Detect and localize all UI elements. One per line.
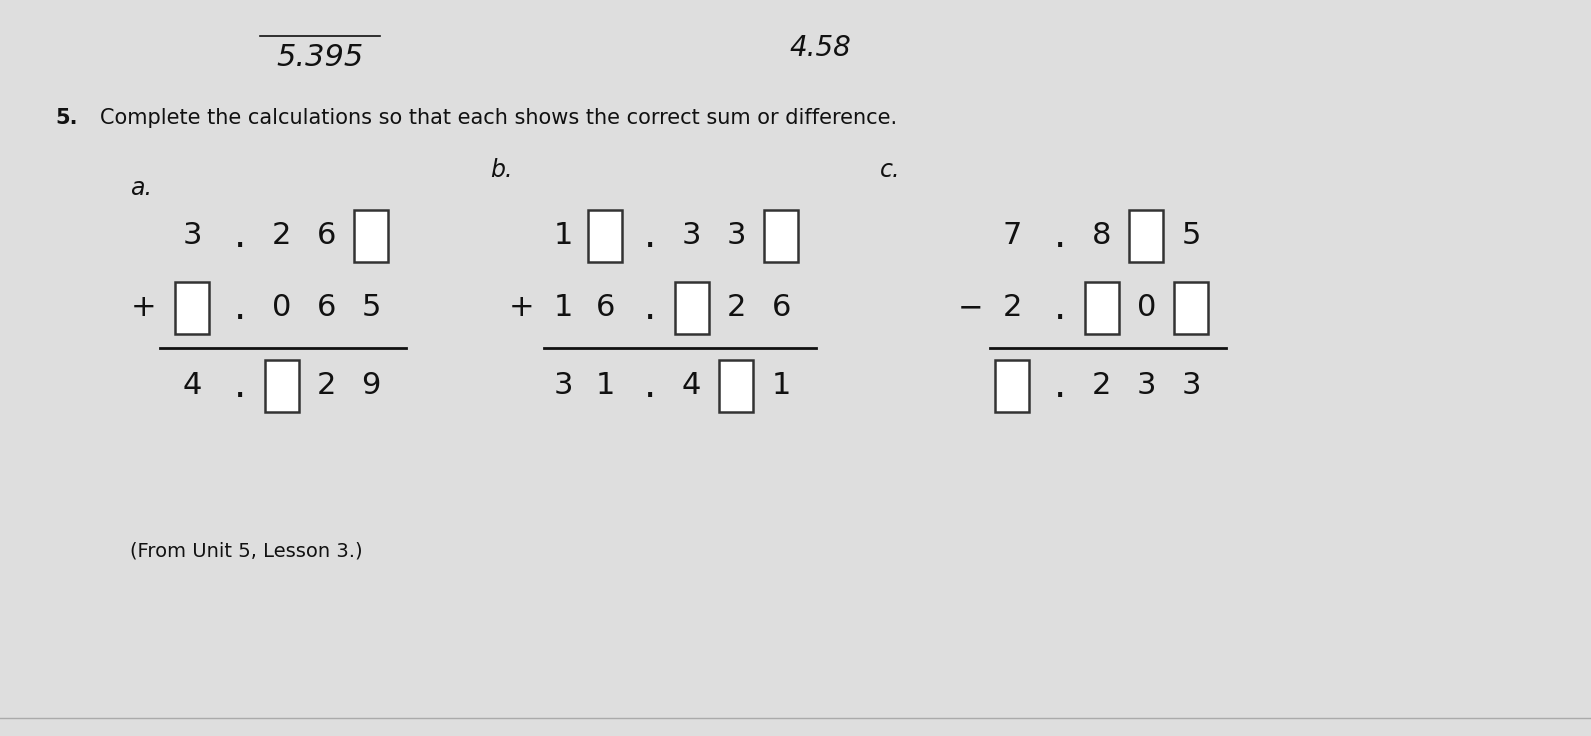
Text: .: . — [234, 289, 247, 327]
Text: a.: a. — [130, 176, 153, 200]
Text: 6: 6 — [317, 294, 336, 322]
Text: 5.395: 5.395 — [277, 43, 364, 73]
Text: .: . — [644, 289, 655, 327]
Text: 2: 2 — [1091, 372, 1111, 400]
Text: Complete the calculations so that each shows the correct sum or difference.: Complete the calculations so that each s… — [100, 108, 897, 128]
Text: 2: 2 — [1002, 294, 1021, 322]
Text: 2: 2 — [317, 372, 336, 400]
Text: +: + — [509, 294, 535, 322]
Text: 4.58: 4.58 — [789, 34, 851, 62]
Text: 4: 4 — [683, 372, 702, 400]
Text: 5: 5 — [1182, 222, 1201, 250]
Text: 6: 6 — [595, 294, 614, 322]
Text: .: . — [1053, 217, 1066, 255]
FancyBboxPatch shape — [1085, 282, 1118, 334]
FancyBboxPatch shape — [675, 282, 708, 334]
Text: b.: b. — [490, 158, 512, 182]
FancyBboxPatch shape — [719, 360, 754, 412]
Text: 3: 3 — [683, 222, 702, 250]
Text: 0: 0 — [272, 294, 291, 322]
Text: 9: 9 — [361, 372, 380, 400]
Text: c.: c. — [880, 158, 901, 182]
FancyBboxPatch shape — [1130, 210, 1163, 262]
Text: 2: 2 — [727, 294, 746, 322]
Text: 3: 3 — [1182, 372, 1201, 400]
Text: .: . — [234, 367, 247, 405]
Text: −: − — [958, 294, 983, 322]
Text: 6: 6 — [772, 294, 791, 322]
Text: 1: 1 — [554, 294, 573, 322]
Text: 1: 1 — [772, 372, 791, 400]
FancyBboxPatch shape — [589, 210, 622, 262]
Text: 2: 2 — [272, 222, 291, 250]
Text: 1: 1 — [595, 372, 614, 400]
Text: 3: 3 — [1136, 372, 1157, 400]
FancyBboxPatch shape — [764, 210, 799, 262]
Text: .: . — [234, 217, 247, 255]
Text: .: . — [644, 217, 655, 255]
FancyBboxPatch shape — [994, 360, 1029, 412]
Text: +: + — [130, 294, 158, 322]
Text: 5: 5 — [361, 294, 380, 322]
Text: 0: 0 — [1136, 294, 1157, 322]
Text: 5.: 5. — [56, 108, 78, 128]
FancyBboxPatch shape — [1174, 282, 1208, 334]
Text: 4: 4 — [183, 372, 202, 400]
Text: .: . — [644, 367, 655, 405]
FancyBboxPatch shape — [175, 282, 208, 334]
Text: 3: 3 — [554, 372, 573, 400]
Text: .: . — [1053, 289, 1066, 327]
Text: 3: 3 — [727, 222, 746, 250]
Text: 1: 1 — [554, 222, 573, 250]
Text: 6: 6 — [317, 222, 336, 250]
Text: 8: 8 — [1091, 222, 1112, 250]
Text: (From Unit 5, Lesson 3.): (From Unit 5, Lesson 3.) — [130, 542, 363, 561]
Text: 3: 3 — [183, 222, 202, 250]
FancyBboxPatch shape — [264, 360, 299, 412]
Text: .: . — [1053, 367, 1066, 405]
FancyBboxPatch shape — [355, 210, 388, 262]
Text: 7: 7 — [1002, 222, 1021, 250]
